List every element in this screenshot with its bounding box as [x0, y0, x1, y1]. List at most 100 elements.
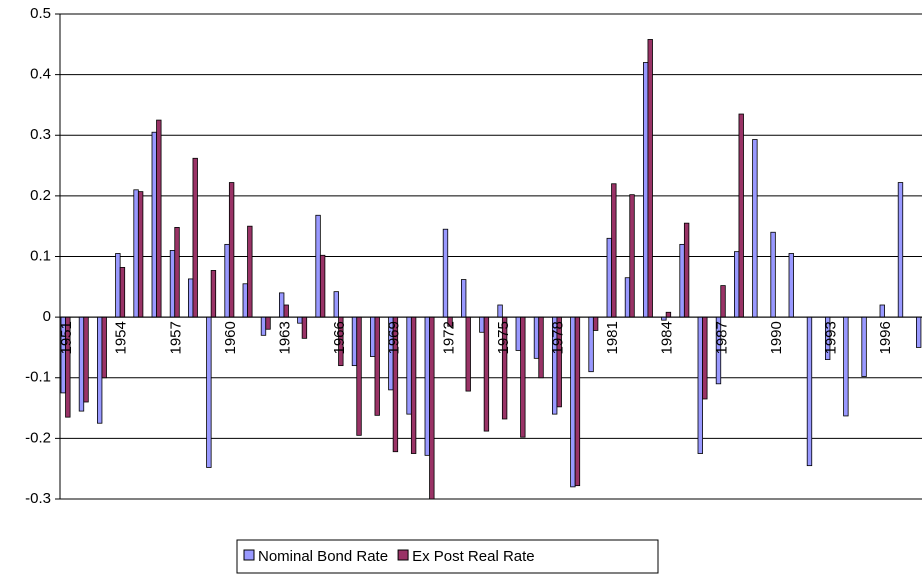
bar	[697, 316, 703, 454]
x-tick-label: 1978	[549, 321, 566, 354]
bar	[78, 316, 85, 412]
bar	[156, 119, 162, 318]
bar	[592, 316, 599, 331]
bar	[97, 316, 103, 424]
bar	[115, 253, 121, 318]
bar	[770, 231, 776, 318]
bar	[333, 291, 339, 318]
x-tick-label: 1966	[331, 321, 348, 354]
bar	[351, 316, 358, 367]
bar	[224, 243, 230, 318]
legend-label: Ex Post Real Rate	[412, 548, 535, 565]
legend: Nominal Bond Rate Ex Post Real Rate	[236, 539, 659, 574]
y-tick-label: 0.3	[30, 126, 51, 143]
x-tick-label: 1984	[659, 321, 676, 354]
bar	[643, 62, 649, 318]
x-tick-label: 1987	[713, 321, 730, 354]
bar	[206, 316, 212, 468]
bar	[574, 316, 581, 487]
bar	[683, 222, 690, 318]
bar	[606, 237, 612, 318]
bar	[260, 316, 267, 336]
x-tick-label: 1969	[386, 321, 403, 354]
bar	[843, 316, 849, 417]
bar	[720, 285, 726, 318]
bar	[242, 283, 248, 318]
bar	[897, 182, 904, 318]
x-tick-label: 1990	[768, 321, 785, 354]
bar	[133, 189, 139, 318]
bar	[679, 243, 685, 318]
x-tick-label: 1954	[113, 321, 130, 354]
y-tick-label: 0.5	[30, 5, 51, 22]
bar	[265, 316, 271, 330]
bar	[192, 157, 198, 318]
bar	[861, 316, 867, 377]
x-tick-label: 1960	[222, 321, 239, 354]
bar	[533, 316, 540, 359]
bar	[410, 316, 417, 454]
bar	[101, 316, 107, 379]
bar	[174, 226, 180, 318]
bar	[424, 316, 430, 456]
y-tick-label: -0.1	[25, 369, 51, 386]
bar	[738, 113, 744, 318]
y-tick-label: 0.2	[30, 187, 51, 204]
bar	[442, 228, 449, 318]
bar	[137, 191, 144, 318]
bar	[734, 251, 740, 318]
x-tick-label: 1963	[276, 321, 293, 354]
bar	[460, 279, 467, 318]
bar	[83, 316, 89, 403]
bar	[806, 316, 813, 467]
bar	[210, 270, 217, 318]
bar	[406, 316, 412, 415]
x-tick-label: 1972	[440, 321, 457, 354]
x-tick-label: 1996	[877, 321, 894, 354]
bar	[665, 311, 672, 318]
bar	[611, 183, 617, 318]
bar	[483, 316, 490, 432]
bar	[588, 316, 594, 373]
legend-box	[236, 539, 659, 574]
x-tick-label: 1993	[822, 321, 839, 354]
bar	[752, 139, 758, 318]
x-tick-label: 1975	[495, 321, 512, 354]
bar	[247, 225, 253, 318]
bar	[297, 316, 303, 324]
bar	[788, 253, 794, 318]
bar	[515, 316, 521, 351]
bar	[497, 304, 503, 318]
bar	[369, 316, 376, 357]
bar	[169, 250, 176, 318]
x-tick-label: 1981	[604, 321, 621, 354]
bar	[187, 278, 194, 318]
x-tick-label: 1951	[58, 321, 75, 354]
bar	[151, 131, 157, 318]
bar	[374, 316, 380, 416]
bar	[315, 214, 321, 318]
bar	[283, 304, 289, 318]
bar	[119, 267, 126, 318]
bar	[319, 254, 326, 318]
legend-swatch	[397, 549, 409, 561]
y-tick-label: 0.1	[30, 247, 51, 264]
legend-swatch	[243, 549, 255, 561]
bar	[301, 316, 308, 339]
x-tick-label: 1957	[167, 321, 184, 354]
bar	[702, 316, 708, 400]
bar	[356, 316, 362, 436]
bar	[479, 316, 485, 333]
bar	[538, 316, 544, 379]
bar	[228, 182, 235, 318]
y-tick-label: 0.4	[30, 66, 51, 83]
y-tick-label: -0.2	[25, 429, 51, 446]
bar	[624, 277, 631, 318]
bar	[570, 316, 576, 488]
bar	[647, 39, 653, 318]
bar	[629, 194, 635, 318]
y-tick-label: 0	[43, 308, 51, 325]
bar	[520, 316, 526, 438]
legend-label: Nominal Bond Rate	[258, 548, 388, 565]
